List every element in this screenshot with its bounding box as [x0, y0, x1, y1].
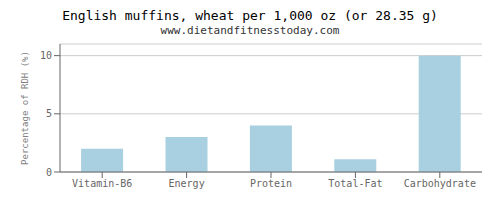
svg-text:0: 0 [46, 167, 52, 178]
svg-text:Total-Fat: Total-Fat [328, 178, 382, 189]
svg-text:Energy: Energy [169, 178, 205, 189]
svg-text:10: 10 [40, 50, 52, 61]
svg-text:Percentage of RDH (%): Percentage of RDH (%) [20, 51, 30, 165]
svg-text:Protein: Protein [250, 178, 292, 189]
html-text:English muffins, wheat per 1,0: English muffins, wheat per 1,000 oz (or … [62, 8, 438, 23]
html-text:www.dietandfitnesstoday.com: www.dietandfitnesstoday.com [160, 24, 340, 37]
svg-text:Carbohydrate: Carbohydrate [404, 178, 476, 189]
svg-text:Vitamin-B6: Vitamin-B6 [72, 178, 132, 189]
svg-text:5: 5 [46, 108, 52, 119]
